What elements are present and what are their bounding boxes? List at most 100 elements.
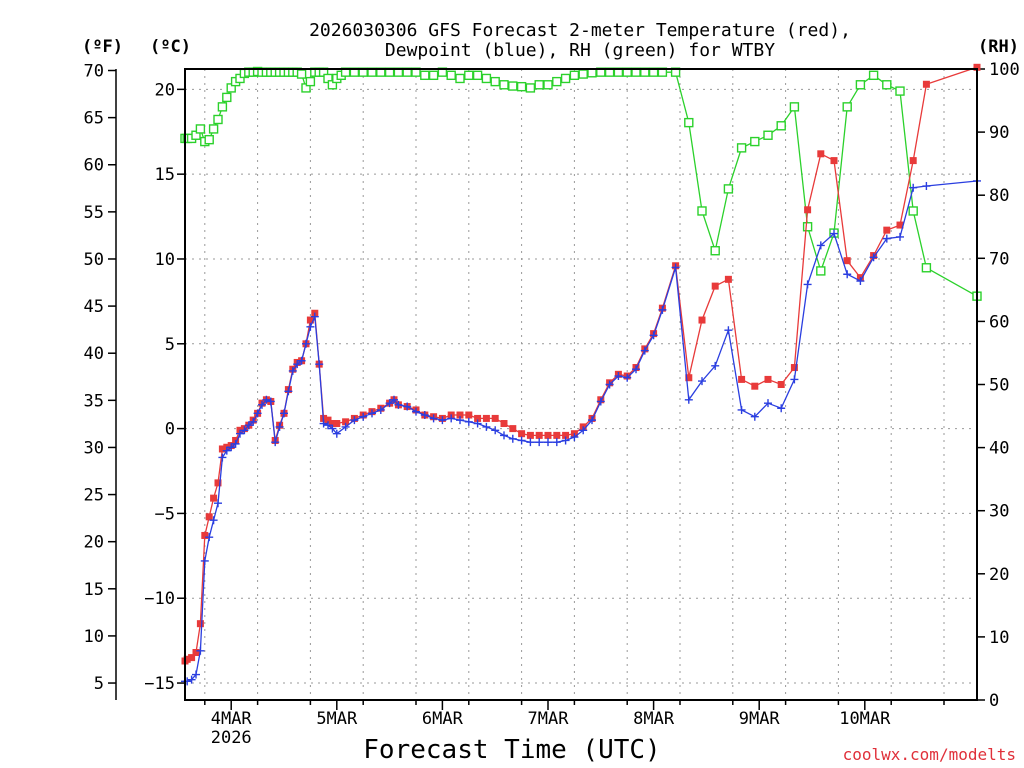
rh-point [921, 263, 932, 273]
rh-point [763, 130, 773, 140]
rh-point [195, 124, 206, 134]
temperature-point [685, 374, 693, 382]
rh-point [816, 266, 826, 276]
chart-title-line1: 2026030306 GFS Forecast 2-meter Temperat… [309, 20, 851, 41]
dewpoint-point [579, 426, 588, 435]
rh-axis-label: (RH) [978, 37, 1019, 57]
rh-point [543, 80, 553, 90]
rh-tick-label: 100 [989, 60, 1020, 80]
dewpoint-point [869, 253, 878, 262]
celsius-tick-label: 5 [165, 335, 175, 355]
rh-point [208, 124, 219, 134]
dewpoint-point [596, 397, 605, 406]
dewpoint-point [293, 360, 302, 369]
temperature-point [456, 411, 464, 419]
dewpoint-point [249, 417, 258, 426]
dewpoint-point [640, 346, 649, 355]
temperature-point [509, 425, 517, 433]
temperature-point [306, 316, 314, 324]
dewpoint-point [332, 429, 341, 438]
dewpoint-point [310, 312, 319, 321]
temperature-point [324, 416, 332, 424]
chart-title-line2: Dewpoint (blue), RH (green) for WTBY [385, 40, 775, 61]
dewpoint-point [275, 422, 284, 431]
rh-point [697, 206, 707, 216]
rh-point [213, 114, 223, 125]
rh-point [895, 86, 905, 96]
dewpoint-point [856, 277, 865, 286]
rh-point [222, 92, 232, 103]
rh-point [204, 134, 214, 145]
dewpoint-point [544, 438, 552, 447]
dewpoint-point [420, 411, 429, 420]
temperature-point [201, 531, 209, 539]
dewpoint-point [196, 646, 205, 655]
dewpoint-point [214, 499, 222, 508]
dewpoint-point [284, 387, 293, 396]
dewpoint-point [394, 400, 403, 409]
dewpoint-series [181, 176, 981, 686]
temperature-point [544, 431, 552, 439]
fahrenheit-tick-label: 40 [84, 344, 104, 364]
celsius-axis: −15 −10 −5 0 5 10 15 20 [144, 80, 185, 694]
dewpoint-point [698, 377, 706, 386]
dewpoint-point [482, 422, 491, 431]
temperature-point [205, 513, 213, 521]
dewpoint-point [447, 414, 456, 423]
dewpoint-point [222, 446, 231, 455]
temperature-point [188, 654, 196, 662]
celsius-tick-label: −15 [144, 674, 175, 694]
dewpoint-point [724, 326, 733, 335]
dewpoint-point [319, 419, 328, 428]
rh-line [185, 70, 978, 297]
temperature-point [751, 382, 759, 390]
temperature-point [883, 226, 891, 234]
rh-point [472, 70, 483, 81]
rh-point [736, 143, 747, 153]
dewpoint-point [258, 400, 266, 409]
dewpoint-point [244, 421, 253, 430]
rh-point [420, 70, 430, 81]
plot-frame [184, 68, 978, 701]
celsius-tick-label: −10 [144, 589, 175, 609]
time-tick-label: 5MAR [316, 709, 358, 729]
temperature-point [183, 655, 191, 663]
dewpoint-point [909, 183, 918, 192]
celsius-tick-label: 0 [165, 420, 175, 440]
dewpoint-point [843, 270, 852, 279]
time-tick-label: 8MAR [633, 709, 675, 729]
fahrenheit-axis: 5 10 15 20 25 30 35 40 45 50 55 60 65 70 [84, 62, 117, 700]
fahrenheit-tick-label: 30 [84, 438, 104, 458]
rh-tick-label: 20 [989, 565, 1009, 585]
dewpoint-point [231, 439, 240, 448]
dewpoint-point [777, 404, 786, 413]
rh-point [776, 121, 786, 131]
dewpoint-point [790, 375, 799, 384]
dewpoint-point [535, 438, 544, 447]
rh-tick-label: 80 [989, 186, 1009, 206]
fahrenheit-tick-label: 70 [84, 62, 104, 82]
rh-point [868, 70, 879, 81]
fahrenheit-tick-label: 25 [84, 486, 104, 506]
dewpoint-point [552, 438, 561, 447]
dewpoint-point [882, 234, 891, 243]
dewpoint-point [491, 426, 500, 435]
temperature-point [333, 420, 341, 428]
rh-point [490, 76, 500, 87]
temperature-point [465, 411, 473, 419]
dewpoint-point [385, 399, 394, 408]
dewpoint-point [658, 305, 667, 314]
fahrenheit-tick-label: 50 [84, 250, 104, 270]
dewpoint-point [218, 453, 227, 462]
rh-tick-label: 0 [989, 691, 999, 711]
celsius-axis-label: (ºC) [150, 37, 191, 57]
dewpoint-point [750, 412, 759, 421]
dewpoint-point [684, 395, 693, 404]
dewpoint-point [227, 443, 236, 452]
dewpoint-point [209, 516, 218, 525]
temperature-point [698, 316, 706, 324]
rh-axis: 0 10 20 30 40 50 60 70 80 90 100 [977, 60, 1020, 711]
fahrenheit-tick-label: 35 [84, 391, 104, 411]
